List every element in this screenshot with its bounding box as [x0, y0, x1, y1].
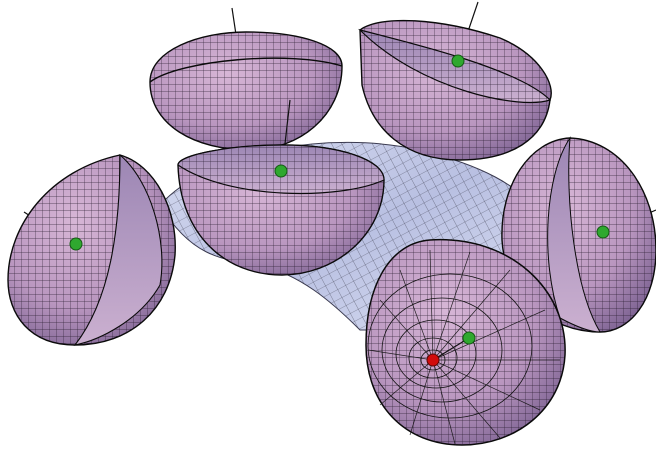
top-right-bowl: [358, 1, 552, 161]
center-point: [462, 331, 476, 345]
latitude-rings: [367, 273, 533, 419]
top-left-bowl: [149, 7, 343, 151]
center-point: [69, 237, 83, 251]
center-point: [596, 225, 610, 239]
center-point: [274, 164, 288, 178]
bottom-sphere: [365, 239, 566, 446]
pole-point: [426, 353, 440, 367]
center-point: [451, 54, 465, 68]
axis-line: [432, 337, 470, 361]
left-bowl: [7, 153, 176, 346]
center-bowl: [177, 99, 385, 276]
